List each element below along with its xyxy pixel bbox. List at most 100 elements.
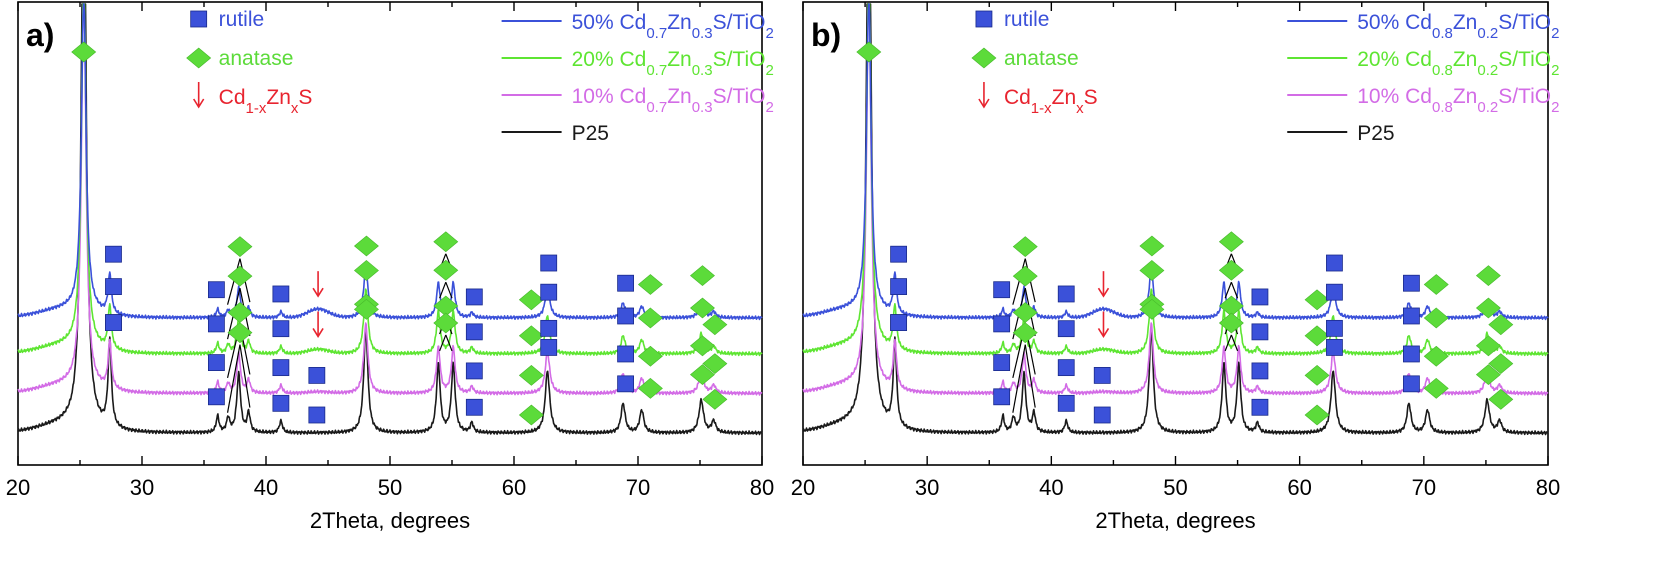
chart-panel-a: 20 30 40 50 60 70 80 2Theta, degrees a) rutile ana… (6, 1, 774, 533)
chart-panel-b: 20 30 40 50 60 70 80 2Theta, degrees b) rutile ana… (791, 1, 1560, 533)
split-arrow-right (1024, 344, 1036, 408)
anatase-marker (1139, 235, 1165, 257)
x-tick-label: 20 (791, 475, 815, 500)
anatase-marker (1304, 289, 1330, 311)
split-arrow-left (1012, 258, 1026, 305)
anatase-marker (518, 404, 544, 426)
legend-label-part: 0.7 (646, 62, 667, 79)
legend-label-part: Zn (1453, 48, 1478, 71)
rutile-marker (1403, 307, 1420, 325)
rutile-marker (975, 10, 993, 28)
rutile-marker (617, 307, 634, 325)
anatase-marker (433, 312, 459, 334)
rutile-marker (465, 288, 483, 306)
rutile-marker (207, 315, 225, 333)
legend-label-part: 0.2 (1477, 25, 1498, 42)
rutile-marker (1057, 394, 1075, 412)
markers-p20 (105, 259, 728, 347)
anatase-marker (1423, 345, 1449, 367)
rutile-marker (207, 281, 225, 299)
rutile-marker (272, 359, 290, 377)
legend-label-p10: 10% Cd0.8Zn0.2S/TiO2 (1357, 85, 1559, 116)
anatase-marker (227, 265, 253, 287)
rutile-marker (207, 388, 225, 406)
rutile-marker (207, 354, 225, 372)
legend-label-part: 20% (1357, 48, 1399, 71)
rutile-marker (1403, 274, 1420, 292)
anatase-marker (518, 289, 544, 311)
anatase-marker (637, 274, 663, 295)
anatase-marker (856, 41, 882, 63)
rutile-marker (1326, 339, 1343, 356)
rutile-marker (1251, 398, 1269, 416)
rutile-marker (105, 278, 122, 296)
x-axis-label: 2Theta, degrees (310, 508, 470, 533)
phase-legend: rutile anatase Cd1-xZnxS (971, 8, 1098, 117)
legend-label-part: S/TiO (1498, 48, 1551, 71)
cds-arrow-head (1097, 287, 1110, 298)
panel-label: b) (811, 17, 841, 53)
anatase-marker (637, 377, 663, 399)
anatase-marker (227, 236, 253, 258)
legend-label-part: 0.7 (646, 25, 667, 42)
rutile-marker (540, 339, 558, 356)
markers-p10 (890, 293, 1514, 386)
legend-cds-part: Cd (219, 86, 246, 109)
legend-cds-part: S (298, 86, 312, 109)
legend-cds-part: 1-x (246, 100, 267, 117)
split-arrow-left (1224, 334, 1232, 352)
split-arrow-right (1230, 334, 1239, 352)
legend-label-part: Cd (619, 48, 646, 71)
legend-rutile-label: rutile (1004, 8, 1050, 31)
series-line-p50 (802, 3, 1549, 321)
rutile-marker (308, 406, 326, 424)
anatase-marker (433, 231, 459, 253)
legend-cds-part: Zn (1052, 86, 1077, 109)
x-tick-label: 80 (750, 475, 774, 500)
anatase-marker (1423, 377, 1449, 399)
legend-cds-part: Cd (1004, 86, 1031, 109)
rutile-marker (1251, 288, 1269, 306)
rutile-marker (1326, 254, 1343, 272)
markers-p50 (105, 231, 715, 311)
legend-label-part: Cd (1405, 11, 1432, 34)
split-arrow-left (226, 344, 241, 413)
legend-label-part: Zn (667, 85, 692, 108)
legend-label-part: 10% (1357, 85, 1399, 108)
legend-label-part: 0.2 (1477, 62, 1498, 79)
legend-anatase-label: anatase (219, 47, 294, 70)
anatase-marker (690, 364, 715, 385)
legend-label-part: Zn (1453, 85, 1478, 108)
legend-label-part: 2 (1551, 99, 1559, 116)
legend-cds-part: S (1084, 86, 1098, 109)
series-line-p20 (802, 3, 1549, 357)
legend-label-part: Cd (1405, 85, 1432, 108)
legend-cds-part: 1-x (1031, 100, 1052, 117)
legend-label-part: S/TiO (713, 85, 766, 108)
legend-label-part: S/TiO (713, 11, 766, 34)
anatase-marker (1012, 322, 1038, 344)
rutile-marker (1326, 283, 1343, 301)
rutile-marker (190, 10, 208, 28)
phase-legend: rutile anatase Cd1-xZnxS (186, 8, 312, 117)
split-arrow-right (445, 334, 453, 352)
legend-label-part: Cd (619, 11, 646, 34)
legend-label-part: 20% (572, 48, 614, 71)
legend-label-part: Cd (1405, 48, 1432, 71)
rutile-marker (617, 274, 634, 292)
anatase-marker (1423, 274, 1449, 295)
rutile-marker (890, 278, 908, 296)
anatase-marker (690, 265, 715, 286)
anatase-marker (690, 335, 715, 357)
series-line-p10 (17, 3, 763, 396)
legend-label-part: 0.8 (1432, 62, 1453, 79)
rutile-marker (1093, 406, 1111, 424)
legend-label-part: 0.3 (692, 62, 713, 79)
anatase-marker (1218, 312, 1244, 334)
anatase-marker (353, 235, 379, 257)
markers-p25 (890, 298, 1514, 426)
legend-label-p20: 20% Cd0.8Zn0.2S/TiO2 (1357, 48, 1559, 79)
rutile-marker (617, 375, 634, 393)
legend-label-part: 2 (765, 99, 773, 116)
